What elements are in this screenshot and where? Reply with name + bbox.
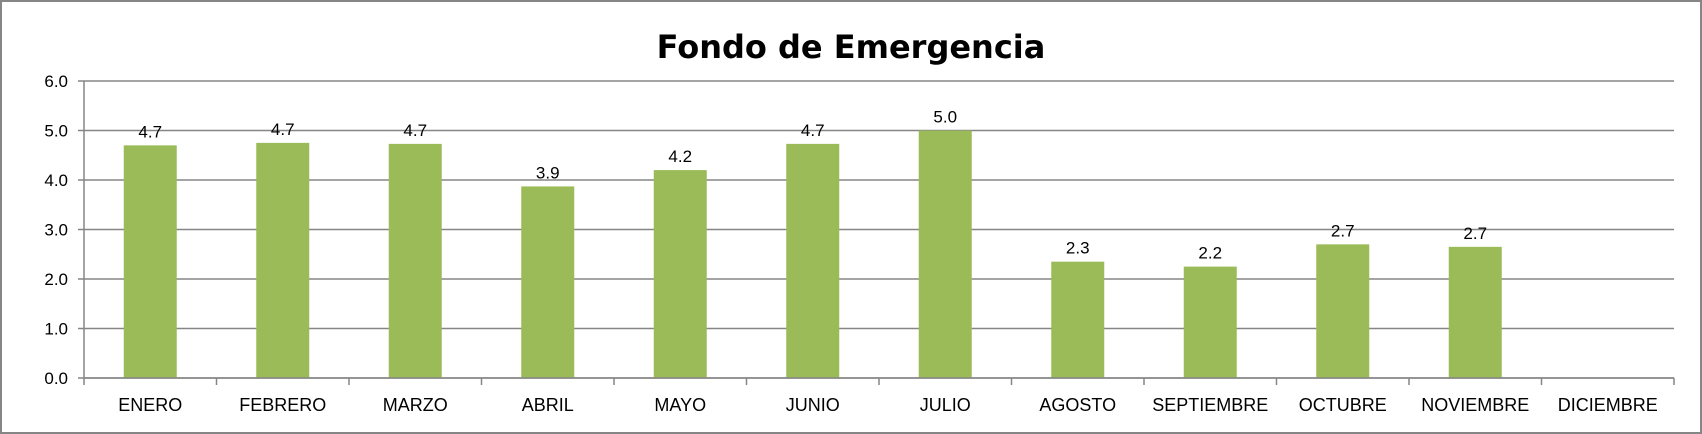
y-tick-label: 0.0 xyxy=(44,369,68,388)
data-label: 2.3 xyxy=(1066,239,1090,258)
x-tick-label: SEPTIEMBRE xyxy=(1152,395,1268,415)
y-tick-label: 1.0 xyxy=(44,320,68,339)
bar xyxy=(123,145,177,378)
x-tick-label: ABRIL xyxy=(522,395,574,415)
x-tick-label: OCTUBRE xyxy=(1299,395,1387,415)
bar xyxy=(388,143,442,378)
y-tick-label: 3.0 xyxy=(44,221,68,240)
x-tick-label: JULIO xyxy=(920,395,971,415)
x-axis: ENERO FEBRERO MARZO ABRIL MAYO JUNIO JULIO AGOS… xyxy=(83,81,1675,415)
y-tick-label: 5.0 xyxy=(44,122,68,141)
bar xyxy=(786,143,840,378)
data-label: 4.7 xyxy=(801,121,825,140)
y-tick-label: 6.0 xyxy=(44,72,68,91)
x-tick-label: NOVIEMBRE xyxy=(1421,395,1529,415)
data-label: 4.7 xyxy=(403,121,427,140)
data-label: 5.0 xyxy=(933,108,957,127)
x-tick-label: AGOSTO xyxy=(1039,395,1116,415)
x-tick-label: DICIEMBRE xyxy=(1558,395,1658,415)
bar xyxy=(1448,246,1502,378)
bar xyxy=(1183,266,1237,378)
bars xyxy=(123,130,1502,378)
data-label: 2.2 xyxy=(1198,244,1222,263)
data-label: 4.7 xyxy=(271,120,295,139)
data-label: 3.9 xyxy=(536,163,560,182)
y-axis-ticks: 0.0 1.0 2.0 3.0 4.0 5.0 6.0 xyxy=(44,72,68,388)
data-label: 2.7 xyxy=(1463,224,1487,243)
data-labels: 4.7 4.7 4.7 3.9 4.2 4.7 5.0 2.3 2.2 2.7 2.7 xyxy=(138,108,1487,263)
x-tick-label: FEBRERO xyxy=(239,395,326,415)
data-label: 4.7 xyxy=(138,122,162,141)
y-tick-label: 2.0 xyxy=(44,270,68,289)
x-tick-label: ENERO xyxy=(118,395,182,415)
x-tick-label: JUNIO xyxy=(786,395,840,415)
x-tick-label: MARZO xyxy=(383,395,448,415)
bar xyxy=(653,170,707,378)
bar xyxy=(918,130,972,378)
bar xyxy=(1051,261,1105,378)
data-label: 2.7 xyxy=(1331,221,1355,240)
y-tick-label: 4.0 xyxy=(44,171,68,190)
data-label: 4.2 xyxy=(668,147,692,166)
bar xyxy=(521,186,575,378)
bar xyxy=(256,142,310,378)
x-tick-label: MAYO xyxy=(654,395,706,415)
chart-title: Fondo de Emergencia xyxy=(657,28,1046,66)
bar xyxy=(1316,244,1370,378)
